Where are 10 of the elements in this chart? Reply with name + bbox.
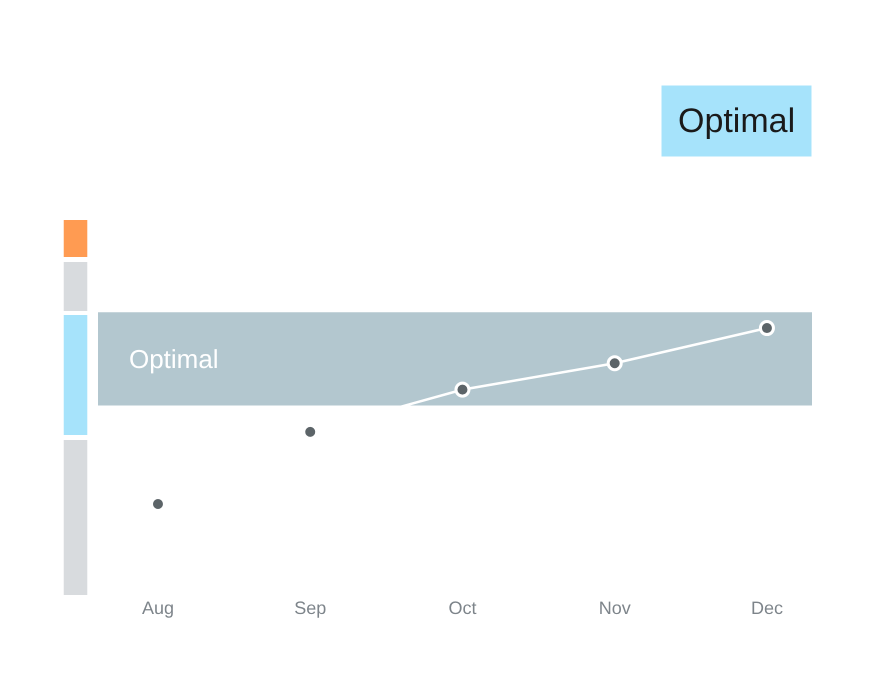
x-tick-label: Oct <box>448 598 476 618</box>
x-tick-label: Dec <box>750 598 783 618</box>
point <box>606 355 623 372</box>
x-tick-label: Sep <box>294 598 326 618</box>
x-tick-label: Nov <box>598 598 631 618</box>
point <box>758 320 775 336</box>
point <box>454 382 470 398</box>
x-tick-label: Aug <box>142 598 174 618</box>
text: Optimal <box>678 102 796 140</box>
band-label: Optimal <box>129 344 219 374</box>
